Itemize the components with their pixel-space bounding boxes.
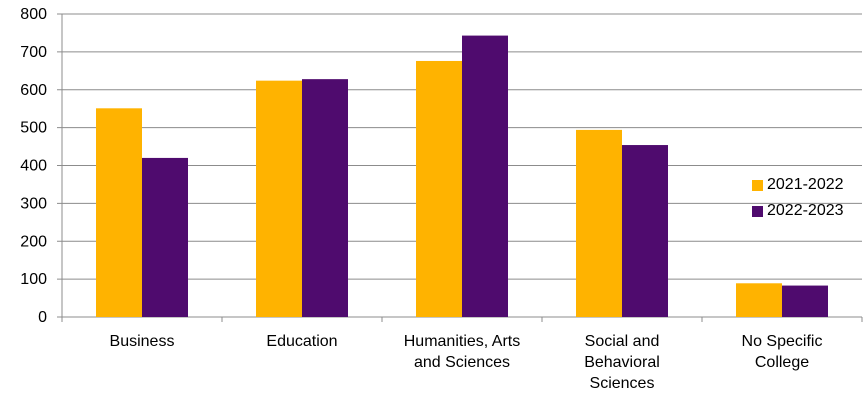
legend-label-2021-2022: 2021-2022 [767, 176, 844, 193]
bar-2021-2022-3 [576, 129, 622, 317]
x-tick-label-line: College [755, 354, 809, 371]
legend-label-2022-2023: 2022-2023 [767, 202, 844, 219]
x-tick-label-line: Behavioral [584, 354, 660, 371]
legend-item-2021-2022: 2021-2022 [752, 172, 844, 198]
y-tick-label: 400 [20, 158, 47, 175]
x-tick-label-line: Business [110, 333, 175, 350]
y-tick-label: 0 [38, 309, 47, 326]
x-tick-label: Business [110, 333, 175, 350]
y-tick-label: 800 [20, 6, 47, 23]
legend-item-2022-2023: 2022-2023 [752, 198, 844, 224]
x-tick-label-line: Social and [585, 333, 660, 350]
x-tick-label: Social and Behavioral Sciences [584, 333, 660, 392]
x-tick-label-line: Sciences [590, 375, 655, 392]
bar-2022-2023-4 [782, 285, 828, 317]
bar-2022-2023-2 [462, 35, 508, 318]
x-tick-label-line: Humanities, Arts [404, 333, 520, 350]
legend-swatch-2022-2023 [752, 205, 763, 217]
legend-swatch-2021-2022 [752, 179, 763, 191]
bar-2022-2023-1 [302, 79, 348, 318]
bar-2021-2022-4 [736, 283, 782, 317]
legend: 2021-2022 2022-2023 [752, 172, 844, 224]
x-tick-label-line: and Sciences [414, 354, 510, 371]
bar-2022-2023-0 [142, 157, 188, 317]
bar-2022-2023-3 [622, 145, 668, 317]
y-tick-label: 600 [20, 82, 47, 99]
bar-2021-2022-2 [416, 60, 462, 318]
x-tick-label: Humanities, Arts and Sciences [404, 333, 520, 371]
x-tick-label-line: No Specific [742, 333, 823, 350]
bar-2021-2022-0 [96, 108, 142, 317]
y-tick-label: 700 [20, 44, 47, 61]
y-tick-label: 100 [20, 271, 47, 288]
y-tick-label: 300 [20, 195, 47, 212]
x-tick-label-line: Education [266, 333, 337, 350]
y-tick-label: 200 [20, 233, 47, 250]
x-tick-label: No Specific College [742, 333, 823, 371]
bar-2021-2022-1 [256, 80, 302, 317]
y-tick-label: 500 [20, 120, 47, 137]
x-tick-label: Education [266, 333, 337, 350]
